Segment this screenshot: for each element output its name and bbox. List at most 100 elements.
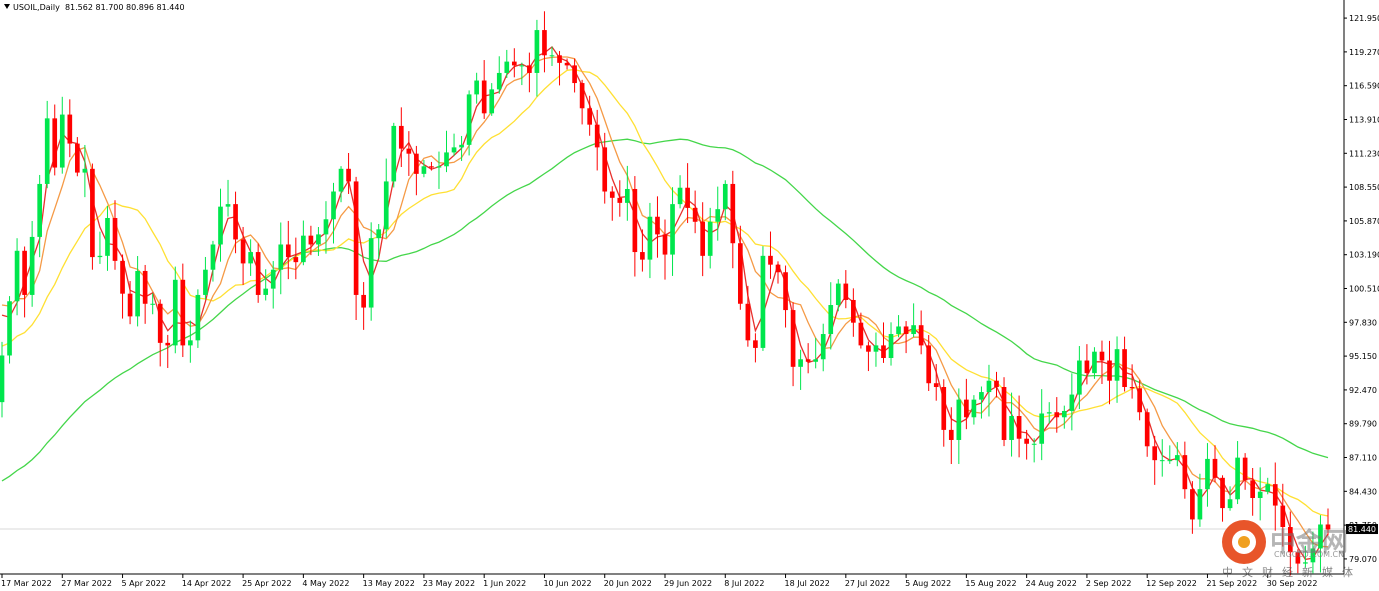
x-tick-label: 17 Mar 2022	[1, 579, 52, 588]
candle-body	[451, 147, 457, 153]
x-tick-label: 12 Sep 2022	[1146, 579, 1197, 588]
candle-body	[745, 303, 751, 341]
candle-body	[504, 61, 510, 73]
x-tick-label: 4 May 2022	[302, 579, 349, 588]
candle-body	[632, 188, 638, 253]
candle-body	[1069, 394, 1075, 411]
candle-body	[444, 152, 449, 167]
candle-body	[1310, 548, 1316, 563]
watermark-subtitle: 中文财经新媒体	[1222, 566, 1362, 579]
candle-body	[489, 89, 495, 114]
candle-body	[820, 334, 826, 360]
candle-body	[1280, 505, 1286, 528]
candle-body	[1039, 413, 1045, 444]
x-tick-label: 13 May 2022	[363, 579, 415, 588]
candle-body	[707, 221, 713, 256]
candle-body	[866, 345, 871, 352]
candle-body	[835, 283, 841, 306]
candle-body	[421, 166, 427, 174]
candle-body	[971, 399, 977, 418]
candle-body	[308, 235, 314, 245]
candle-body	[1054, 412, 1060, 418]
candle-body	[75, 143, 80, 173]
candle-body	[1137, 388, 1142, 413]
candle-body	[1190, 489, 1195, 520]
candle-body	[414, 153, 419, 174]
candle-body	[873, 345, 879, 352]
candle-body	[640, 252, 645, 260]
candle-body	[1129, 387, 1135, 389]
time-axis[interactable]: 17 Mar 2022 27 Mar 2022 5 Apr 2022 14 Apr 2…	[1, 574, 1317, 588]
x-tick-label: 27 Jul 2022	[845, 579, 890, 588]
y-tick-label: 119.270	[1349, 48, 1379, 57]
y-tick-label: 105.870	[1349, 217, 1379, 226]
candle-body	[655, 216, 660, 235]
candle-body	[1227, 499, 1233, 509]
candle-body	[994, 380, 999, 388]
y-tick-label: 100.510	[1349, 285, 1379, 294]
x-tick-label: 5 Apr 2022	[122, 579, 166, 588]
x-tick-label: 8 Jul 2022	[724, 579, 764, 588]
candle-body	[1077, 360, 1082, 395]
symbol-label: USOIL,Daily	[13, 3, 60, 12]
candle-body	[1009, 416, 1014, 440]
watermark-url: CNGOLD.COM.CN	[1274, 550, 1345, 559]
candle-body	[361, 294, 366, 308]
x-tick-label: 15 Aug 2022	[965, 579, 1016, 588]
candle-body	[1265, 484, 1271, 492]
candle-body	[1046, 412, 1052, 414]
y-tick-label: 84.430	[1349, 487, 1377, 496]
candle-body	[338, 168, 344, 192]
candle-body	[881, 345, 886, 358]
candle-body	[353, 181, 359, 295]
candles	[0, 11, 1331, 576]
watermark: 中金网 CNGOLD.COM.CN 中文财经新媒体	[1222, 520, 1372, 582]
candle-body	[843, 283, 849, 300]
y-tick-label: 113.910	[1349, 115, 1379, 124]
y-tick-label: 103.190	[1349, 251, 1379, 260]
candle-body	[59, 114, 65, 168]
candle-body	[1242, 457, 1248, 481]
candle-body	[165, 342, 171, 346]
x-tick-label: 24 Aug 2022	[1026, 579, 1077, 588]
candle-body	[1174, 455, 1180, 461]
price-tag-box	[1346, 524, 1378, 535]
candle-body	[210, 244, 216, 270]
y-tick-label: 79.070	[1349, 555, 1377, 564]
price-tag-label: 81.440	[1348, 525, 1376, 534]
watermark-logo-icon	[1222, 520, 1266, 564]
candle-body	[858, 322, 864, 346]
candle-body	[195, 294, 201, 341]
candle-body	[768, 255, 773, 265]
candle-body	[172, 279, 178, 346]
chart-header[interactable]: USOIL,Daily 81.562 81.700 80.896 81.440	[4, 3, 185, 12]
candle-body	[127, 293, 133, 317]
candle-body	[760, 255, 766, 348]
candle-body	[67, 114, 73, 144]
candle-body	[22, 250, 27, 295]
candle-body	[1031, 443, 1037, 445]
candle-body	[29, 236, 35, 295]
x-tick-label: 27 Mar 2022	[61, 579, 112, 588]
candle-body	[383, 181, 389, 230]
collapse-triangle-icon[interactable]	[4, 4, 10, 9]
candle-body	[44, 118, 50, 184]
candle-body	[270, 269, 276, 289]
candle-body	[1061, 410, 1067, 418]
candle-body	[0, 355, 5, 403]
candle-body	[579, 83, 585, 109]
candle-body	[805, 359, 811, 362]
candle-body	[218, 206, 223, 245]
x-tick-label: 14 Apr 2022	[182, 579, 231, 588]
candle-body	[557, 55, 562, 63]
candle-body	[1092, 351, 1097, 374]
candle-body	[1024, 438, 1029, 444]
current-price-tag: 81.440	[1346, 524, 1378, 535]
candle-body	[1182, 455, 1188, 490]
candle-body	[941, 387, 947, 430]
y-tick-label: 95.150	[1349, 352, 1377, 361]
candle-body	[542, 30, 547, 56]
candle-body	[188, 340, 193, 346]
candle-body	[903, 326, 909, 335]
y-tick-label: 111.230	[1349, 149, 1379, 158]
